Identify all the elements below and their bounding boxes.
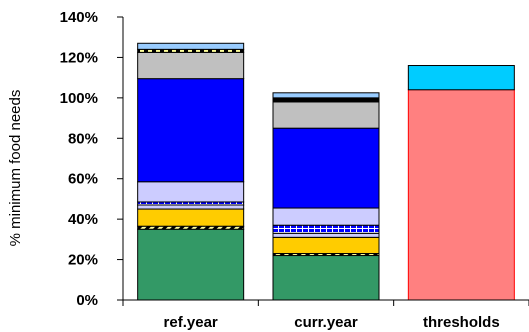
y-axis-title: % minimum food needs bbox=[7, 90, 24, 247]
bar-segment bbox=[272, 255, 380, 301]
bar-segment bbox=[272, 224, 380, 234]
bar-segment bbox=[272, 101, 380, 129]
bar-segment bbox=[272, 207, 380, 226]
y-tick-label: 40% bbox=[68, 211, 98, 228]
x-axis-labels: ref.year curr.year thresholds bbox=[164, 314, 500, 331]
y-tick-label: 20% bbox=[68, 252, 98, 269]
bar-segment bbox=[272, 236, 380, 255]
x-category-label: ref.year bbox=[164, 314, 218, 331]
bar-segment bbox=[407, 89, 515, 301]
bar-segment bbox=[137, 208, 245, 227]
x-category-label: curr.year bbox=[294, 314, 358, 331]
y-axis-ticks: 0% 20% 40% 60% 80% 100% 120% 140% bbox=[60, 9, 123, 309]
bar-segment bbox=[137, 51, 245, 80]
y-tick-label: 120% bbox=[60, 49, 98, 66]
bars bbox=[137, 42, 515, 301]
bar-segment bbox=[137, 42, 245, 50]
bar-segment bbox=[137, 204, 245, 210]
bar-segment bbox=[137, 228, 245, 301]
bar-segment bbox=[272, 232, 380, 238]
y-tick-label: 140% bbox=[60, 9, 98, 26]
bar-segment bbox=[407, 65, 515, 91]
x-category-label: thresholds bbox=[423, 314, 500, 331]
bar-segment bbox=[137, 78, 245, 183]
y-tick-label: 80% bbox=[68, 130, 98, 147]
y-tick-label: 60% bbox=[68, 171, 98, 188]
y-tick-label: 0% bbox=[76, 292, 98, 309]
bar-segment bbox=[137, 181, 245, 203]
axes bbox=[122, 17, 529, 306]
bar-segment bbox=[272, 127, 380, 209]
bar-segment bbox=[272, 92, 380, 99]
y-tick-label: 100% bbox=[60, 90, 98, 107]
